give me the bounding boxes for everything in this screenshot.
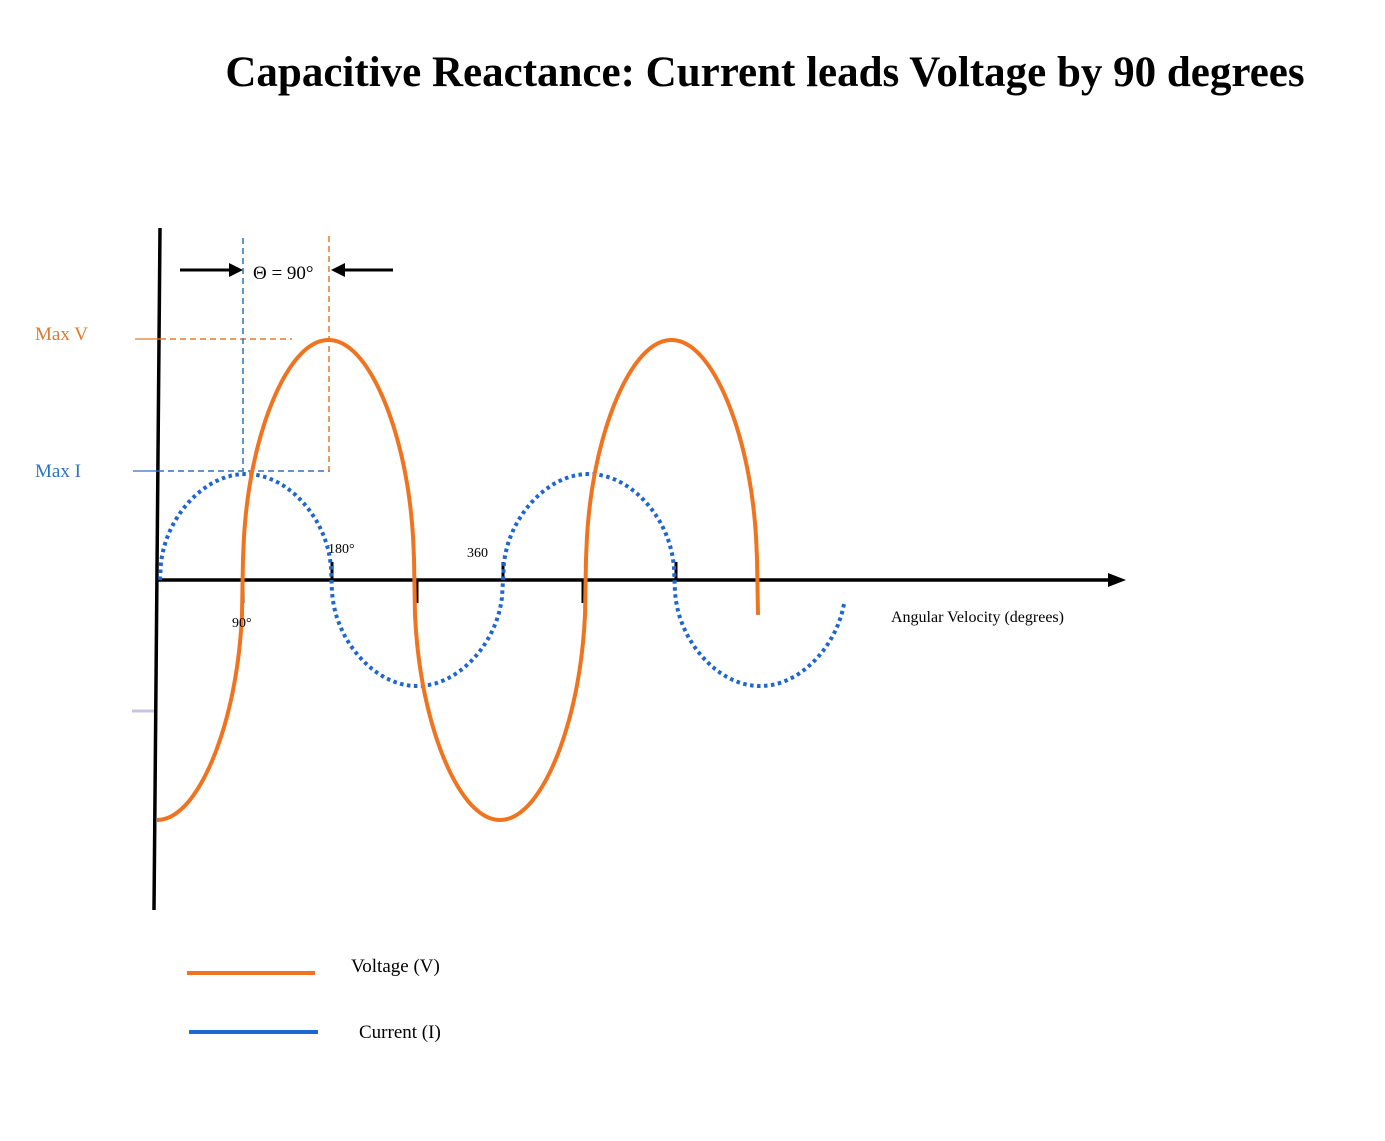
diagram-title: Capacitive Reactance: Current leads Volt…: [225, 49, 1305, 96]
max-i-label: Max I: [35, 461, 81, 482]
x-axis-label: Angular Velocity (degrees): [891, 609, 1064, 626]
theta-arrowhead-right: [331, 263, 345, 277]
tick-360-label: 360: [467, 546, 488, 561]
tick-90-label: 90°: [232, 616, 252, 631]
theta-arrowhead-left: [229, 263, 243, 277]
voltage-curve: [156, 338, 760, 822]
y-axis: [152, 227, 162, 911]
x-axis-arrowhead: [1108, 573, 1126, 587]
legend-current-label: Current (I): [359, 1022, 441, 1043]
current-curve: [158, 472, 846, 688]
theta-label: Θ = 90°: [253, 263, 314, 284]
max-v-label: Max V: [35, 324, 88, 345]
legend-voltage-label: Voltage (V): [351, 956, 440, 977]
tick-180-label: 180°: [328, 542, 355, 557]
